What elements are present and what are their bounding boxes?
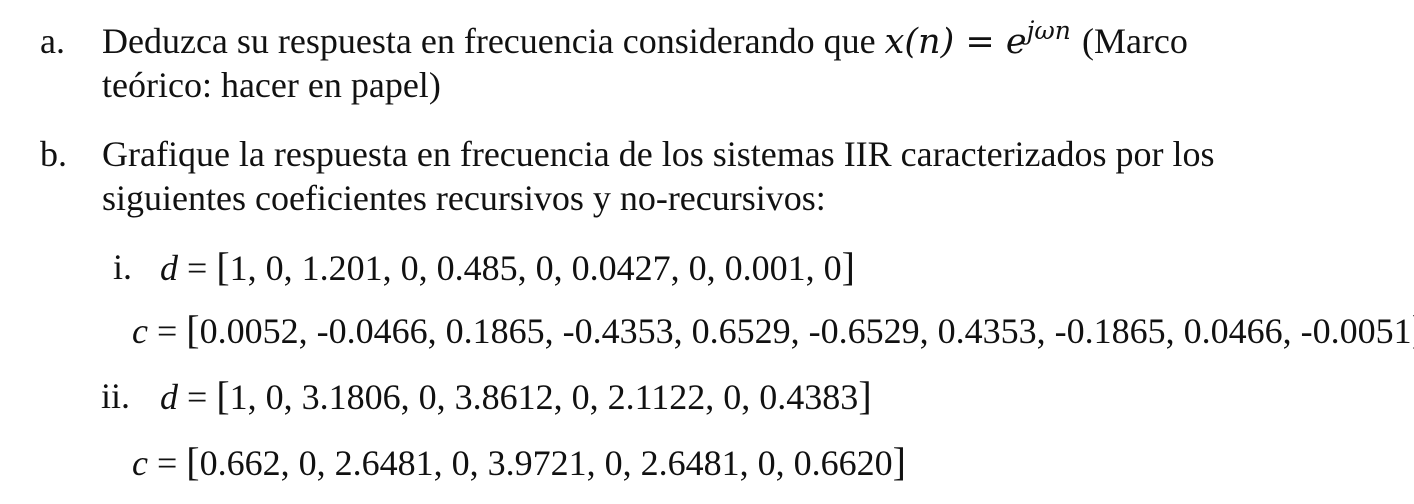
subitem-i-c-line: c = [0.0052, -0.0466, 0.1865, -0.4353, 0… [132,308,1414,353]
equals-sign: = [187,377,208,417]
equals-sign: = [187,248,208,288]
subitem-ii-d-line: d = [1, 0, 3.1806, 0, 3.8612, 0, 2.1122,… [160,374,872,419]
formula-lhs: x(n) [884,22,955,62]
d-values: 1, 0, 1.201, 0, 0.485, 0, 0.0427, 0, 0.0… [229,248,842,288]
open-bracket: [ [216,244,230,289]
formula-exponent: jωn [1026,16,1071,45]
open-bracket: [ [186,307,200,352]
subitem-ii-c-line: c = [0.662, 0, 2.6481, 0, 3.9721, 0, 2.6… [132,440,906,485]
subitem-i-marker: i. [113,247,133,287]
subitem-ii-marker: ii. [101,376,131,416]
close-bracket: ] [1412,307,1414,352]
d-values: 1, 0, 3.1806, 0, 3.8612, 0, 2.1122, 0, 0… [229,377,859,417]
item-a-formula: x(n) = ejωn [884,18,1082,62]
formula-equals: = [965,22,995,62]
item-a-marker: a. [40,21,65,61]
item-a-line-1: Deduzca su respuesta en frecuencia consi… [102,18,1188,64]
c-label: c [132,443,148,483]
item-a-line-2: teórico: hacer en papel) [102,65,441,105]
d-label: d [160,248,178,288]
c-values: 0.662, 0, 2.6481, 0, 3.9721, 0, 2.6481, … [199,443,893,483]
open-bracket: [ [216,373,230,418]
close-bracket: ] [841,244,855,289]
c-values: 0.0052, -0.0466, 0.1865, -0.4353, 0.6529… [199,311,1412,351]
equals-sign: = [156,443,178,483]
item-b-marker: b. [40,134,67,174]
d-label: d [160,377,178,417]
item-a-tail: (Marco [1081,21,1188,61]
item-b-line-1: Grafique la respuesta en frecuencia de l… [102,134,1215,174]
close-bracket: ] [858,373,872,418]
formula-base: e [1005,22,1027,62]
open-bracket: [ [186,439,200,484]
subitem-i-d-line: d = [1, 0, 1.201, 0, 0.485, 0, 0.0427, 0… [160,245,855,290]
equals-sign: = [156,311,178,351]
item-a-text: Deduzca su respuesta en frecuencia consi… [102,21,876,61]
item-b-line-2: siguientes coeficientes recursivos y no-… [102,178,826,218]
close-bracket: ] [892,439,906,484]
c-label: c [132,311,148,351]
